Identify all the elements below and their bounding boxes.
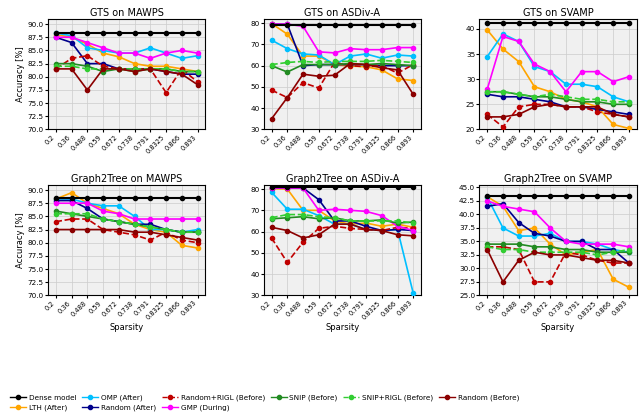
Title: GTS on SVAMP: GTS on SVAMP xyxy=(523,8,593,18)
Title: GTS on ASDiv-A: GTS on ASDiv-A xyxy=(305,8,380,18)
Legend: Dense model, LTH (After), OMP (After), Random (After), Random+RIGL (Before), GMP: Dense model, LTH (After), OMP (After), R… xyxy=(10,394,519,411)
Y-axis label: Accuracy [%]: Accuracy [%] xyxy=(16,46,25,102)
Title: Graph2Tree on MAWPS: Graph2Tree on MAWPS xyxy=(71,174,182,184)
Title: GTS on MAWPS: GTS on MAWPS xyxy=(90,8,164,18)
X-axis label: Sparsity: Sparsity xyxy=(109,323,144,332)
Title: Graph2Tree on ASDiv-A: Graph2Tree on ASDiv-A xyxy=(285,174,399,184)
Y-axis label: Accuracy [%]: Accuracy [%] xyxy=(16,212,25,268)
X-axis label: Sparsity: Sparsity xyxy=(325,323,360,332)
Title: Graph2Tree on SVAMP: Graph2Tree on SVAMP xyxy=(504,174,612,184)
X-axis label: Sparsity: Sparsity xyxy=(541,323,575,332)
